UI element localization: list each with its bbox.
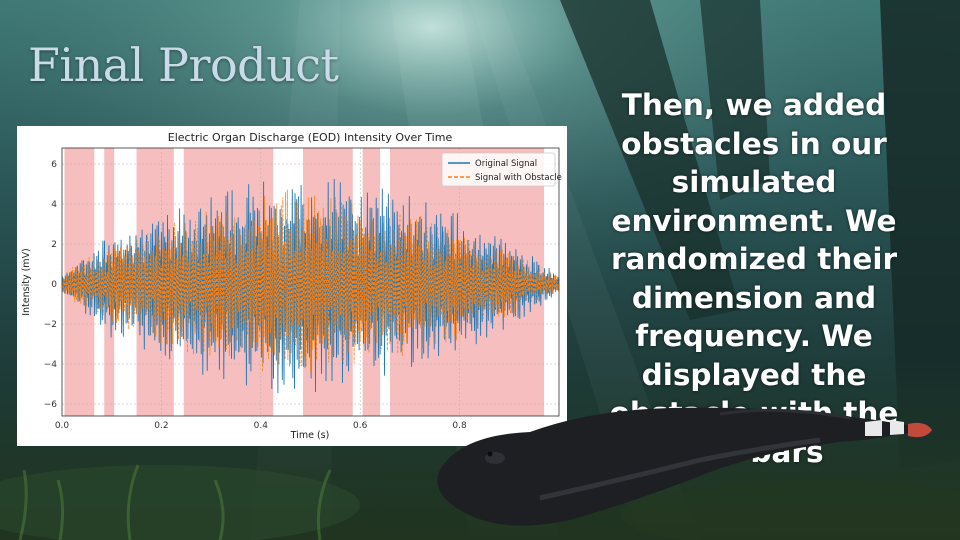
- y-axis-label: Intensity (mV): [21, 248, 32, 316]
- chart-title: Electric Organ Discharge (EOD) Intensity…: [168, 131, 453, 144]
- y-tick-label: −6: [44, 400, 58, 410]
- y-tick-label: 6: [51, 160, 57, 170]
- x-tick-label: 0.0: [55, 421, 70, 431]
- y-tick-label: −2: [44, 320, 57, 330]
- slide-title: Final Product: [28, 38, 339, 92]
- y-tick-label: 4: [51, 200, 57, 210]
- y-tick-label: 0: [51, 280, 57, 290]
- original-signal-line: [61, 178, 560, 394]
- legend-label-obstacle: Signal with Obstacle: [475, 173, 562, 183]
- obstacle-signal-line: [61, 189, 560, 373]
- y-tick-label: 2: [51, 240, 57, 250]
- y-tick-label: −4: [44, 360, 58, 370]
- legend-label-original: Original Signal: [475, 159, 537, 169]
- x-tick-label: 0.2: [154, 421, 168, 431]
- eod-intensity-chart: 0.0 0.2 0.4 0.6 0.8 6 4 2 0 −2 −4 −6 Electric Organ…: [17, 126, 567, 446]
- x-tick-label: 0.6: [353, 421, 368, 431]
- plot-frame: [61, 147, 560, 417]
- x-tick-label: 0.4: [254, 421, 269, 431]
- x-axis-label: Time (s): [290, 430, 330, 441]
- chart-legend: Original Signal Signal with Obstacle: [441, 152, 562, 187]
- fish-image: [437, 407, 932, 526]
- x-tick-label: 0.8: [452, 421, 467, 431]
